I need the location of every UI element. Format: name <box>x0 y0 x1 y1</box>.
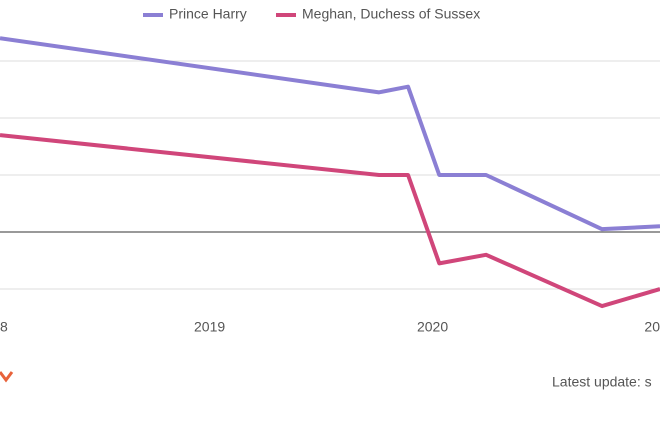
series-line <box>0 36 660 232</box>
x-tick-label: 20 <box>644 319 660 335</box>
legend-label: Prince Harry <box>169 6 247 22</box>
legend-label: Meghan, Duchess of Sussex <box>302 6 480 22</box>
x-tick-label: 2019 <box>194 319 225 335</box>
series-line <box>0 133 660 309</box>
x-tick-label: 8 <box>0 319 8 335</box>
x-tick-label: 2020 <box>417 319 448 335</box>
footer: Latest update: s <box>552 374 652 390</box>
logo <box>0 371 14 383</box>
